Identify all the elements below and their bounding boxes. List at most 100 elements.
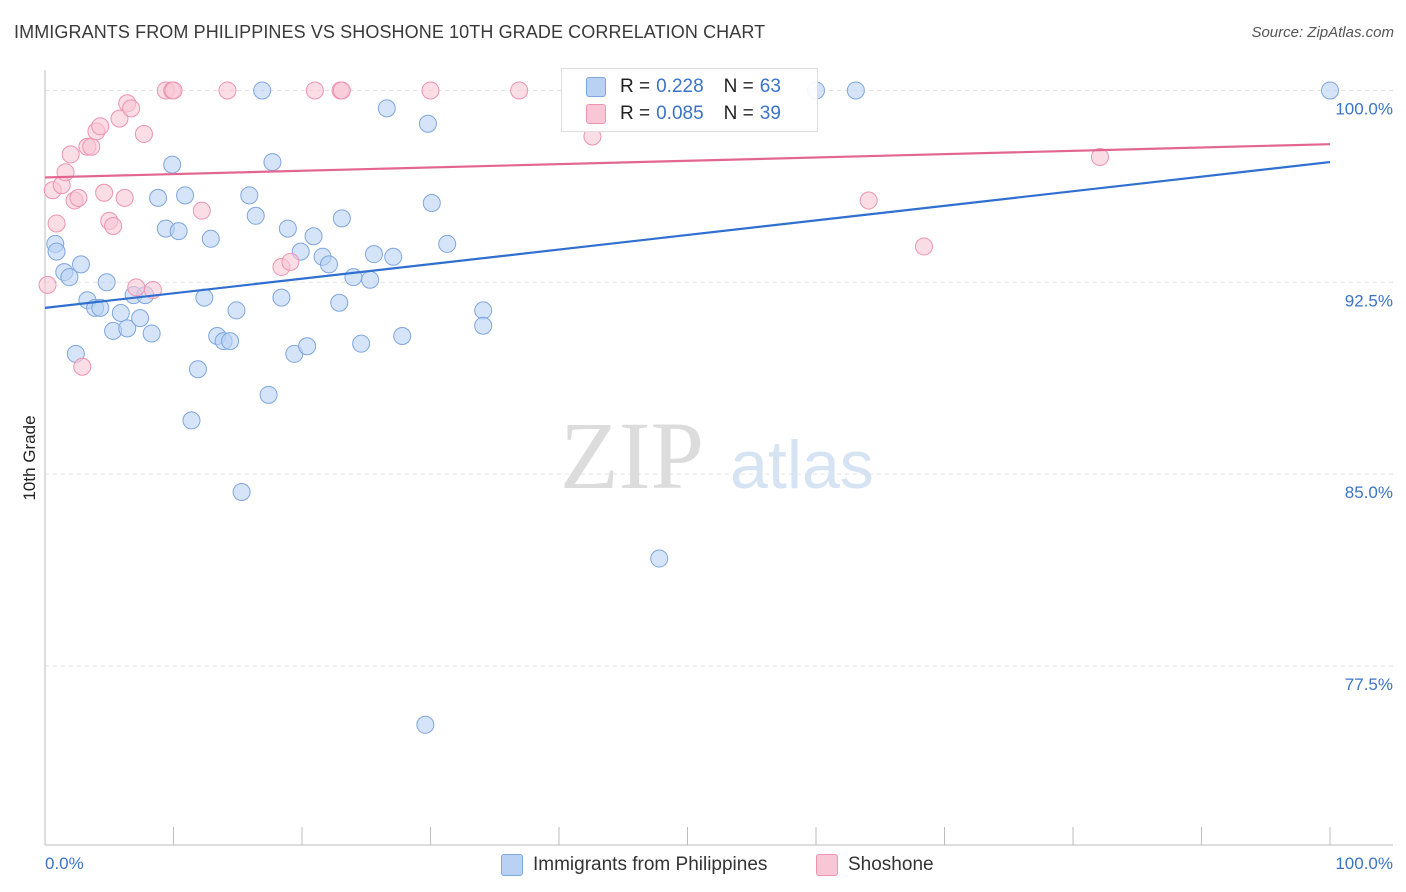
blue-data-point bbox=[60, 268, 79, 287]
legend-n-value-blue: 63 bbox=[759, 76, 781, 97]
blue-data-point bbox=[377, 99, 396, 118]
blue-data-point bbox=[142, 324, 161, 343]
pink-data-point bbox=[56, 163, 75, 182]
tick-label-layer: 100.0% 92.5% 85.0% 77.5% 0.0% 100.0% bbox=[45, 99, 1393, 873]
bottom-legend-pink[interactable]: Shoshone bbox=[816, 852, 934, 878]
x-tick-label-min: 0.0% bbox=[45, 854, 84, 873]
blue-data-point bbox=[169, 222, 188, 241]
blue-data-point bbox=[131, 309, 150, 328]
blue-data-point bbox=[97, 273, 116, 292]
blue-data-point bbox=[259, 385, 278, 404]
blue-data-point bbox=[71, 255, 90, 274]
blue-data-point bbox=[47, 242, 66, 261]
legend-n-value-pink: 39 bbox=[759, 103, 781, 124]
blue-data-point bbox=[352, 334, 371, 353]
pink-data-point bbox=[510, 81, 529, 100]
pink-data-point bbox=[95, 183, 114, 202]
bottom-legend-blue[interactable]: Immigrants from Philippines bbox=[501, 852, 767, 878]
pink-data-point bbox=[859, 191, 878, 210]
blue-data-point bbox=[319, 255, 338, 274]
pink-data-point bbox=[38, 275, 57, 294]
axis-layer bbox=[44, 70, 1393, 846]
blue-data-point bbox=[361, 270, 380, 289]
blue-trend-line bbox=[44, 160, 1331, 309]
blue-data-point bbox=[278, 219, 297, 238]
bottom-legend-swatch-blue bbox=[501, 854, 523, 876]
legend-swatch-blue bbox=[586, 77, 606, 97]
y-tick-label: 85.0% bbox=[1345, 483, 1393, 502]
blue-data-point bbox=[91, 298, 110, 317]
source-label: Source: ZipAtlas.com bbox=[1251, 24, 1394, 41]
blue-data-point bbox=[332, 209, 351, 228]
trend-layer bbox=[44, 143, 1331, 309]
legend-row-blue: R = 0.228 N = 63 bbox=[586, 74, 781, 100]
bottom-legend-label-blue: Immigrants from Philippines bbox=[533, 854, 768, 875]
blue-data-point bbox=[474, 301, 493, 320]
legend-r-label: R = bbox=[620, 103, 651, 124]
y-tick-label: 100.0% bbox=[1335, 99, 1393, 118]
blue-data-point bbox=[221, 332, 240, 351]
pink-data-point bbox=[218, 81, 237, 100]
watermark-zip: ZIP bbox=[560, 402, 704, 509]
blue-data-point bbox=[188, 360, 207, 379]
legend-r-value-blue: 0.228 bbox=[656, 76, 704, 97]
pink-data-point bbox=[421, 81, 440, 100]
points-layer bbox=[38, 81, 1339, 734]
blue-data-point bbox=[118, 319, 137, 338]
blue-data-point bbox=[418, 114, 437, 133]
pink-trend-line bbox=[44, 143, 1331, 179]
x-tick-label-max: 100.0% bbox=[1335, 854, 1393, 873]
blue-data-point bbox=[384, 247, 403, 266]
blue-data-point bbox=[416, 715, 435, 734]
blue-data-point bbox=[330, 293, 349, 312]
blue-data-point bbox=[111, 303, 130, 322]
stats-legend: R = 0.228 N = 63 R = 0.085 N = 39 bbox=[561, 68, 818, 132]
pink-data-point bbox=[122, 99, 141, 118]
legend-r-value-pink: 0.085 bbox=[656, 103, 704, 124]
blue-data-point bbox=[364, 245, 383, 264]
legend-r-label: R = bbox=[620, 76, 651, 97]
pink-data-point bbox=[164, 81, 183, 100]
legend-swatch-pink bbox=[586, 104, 606, 124]
blue-data-point bbox=[474, 316, 493, 335]
pink-data-point bbox=[104, 217, 123, 236]
pink-data-point bbox=[69, 188, 88, 207]
pink-data-point bbox=[134, 124, 153, 143]
pink-data-point bbox=[281, 252, 300, 271]
blue-data-point bbox=[422, 194, 441, 213]
bottom-legend-label-pink: Shoshone bbox=[848, 854, 934, 875]
pink-data-point bbox=[914, 237, 933, 256]
bottom-legend-swatch-pink bbox=[816, 854, 838, 876]
chart-title: IMMIGRANTS FROM PHILIPPINES VS SHOSHONE … bbox=[14, 22, 766, 42]
blue-data-point bbox=[232, 483, 251, 502]
legend-n-label: N = bbox=[723, 103, 754, 124]
y-tick-label: 77.5% bbox=[1345, 675, 1393, 694]
pink-data-point bbox=[73, 357, 92, 376]
legend-row-pink: R = 0.085 N = 39 bbox=[586, 101, 781, 127]
y-tick-label: 92.5% bbox=[1345, 291, 1393, 310]
pink-data-point bbox=[110, 109, 129, 128]
pink-data-point bbox=[127, 278, 146, 297]
blue-data-point bbox=[272, 288, 291, 307]
blue-data-point bbox=[438, 234, 457, 253]
pink-data-point bbox=[91, 117, 110, 136]
blue-data-point bbox=[149, 188, 168, 207]
blue-data-point bbox=[304, 227, 323, 246]
pink-data-point bbox=[61, 145, 80, 164]
blue-data-point bbox=[176, 186, 195, 205]
pink-data-point bbox=[332, 81, 351, 100]
pink-data-point bbox=[82, 137, 101, 156]
blue-data-point bbox=[227, 301, 246, 320]
pink-data-point bbox=[1090, 147, 1109, 166]
blue-data-point bbox=[1321, 81, 1339, 100]
blue-data-point bbox=[246, 206, 265, 225]
blue-data-point bbox=[650, 549, 669, 568]
blue-data-point bbox=[201, 229, 220, 248]
blue-data-point bbox=[195, 288, 214, 307]
legend-n-label: N = bbox=[723, 76, 754, 97]
blue-data-point bbox=[163, 155, 182, 174]
pink-data-point bbox=[115, 188, 134, 207]
pink-data-point bbox=[305, 81, 324, 100]
pink-data-point bbox=[47, 214, 66, 233]
